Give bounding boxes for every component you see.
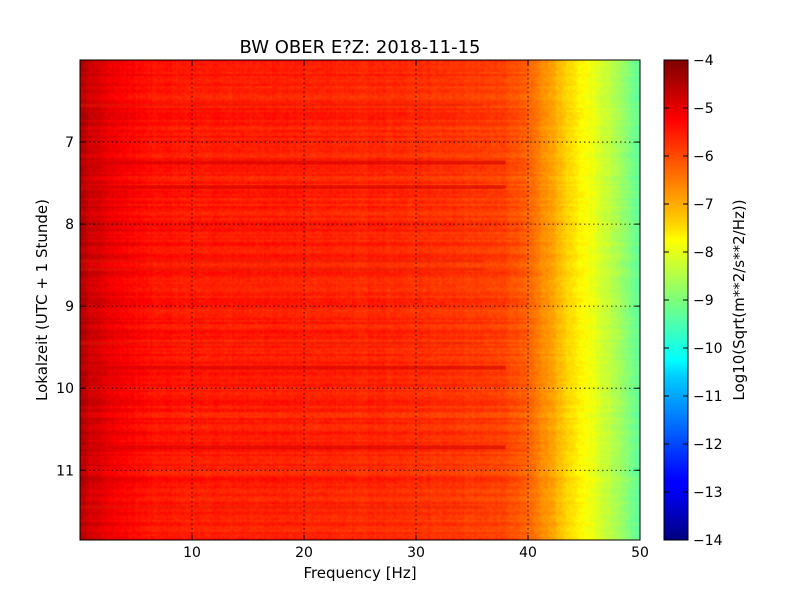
x-tick-label: 40 [519,545,537,561]
colorbar-tick-label: −10 [693,341,723,357]
x-tick-label: 30 [407,545,425,561]
colorbar-tick-label: −11 [693,389,723,405]
strong-noise-row [80,445,506,450]
x-tick-label: 20 [295,545,313,561]
weak-noise-row [80,505,484,509]
y-axis-label: Lokalzeit (UTC + 1 Stunde) [33,199,51,401]
colorbar-label: Log10(Sqrt(m**2/s**2/Hz)) [730,199,748,400]
colorbar-tick-label: −5 [693,101,714,117]
y-tick-label: 9 [65,299,74,315]
x-tick-label: 50 [631,545,649,561]
weak-noise-row [80,341,484,345]
colorbar-tick-label: −12 [693,437,723,453]
plot-frame [79,59,641,541]
y-tick-label: 8 [65,217,74,233]
spectrogram-heatmap [80,60,640,540]
grid-lines [80,60,640,540]
heatmap-area [80,60,640,540]
chart-title: BW OBER E?Z: 2018-11-15 [240,37,481,58]
weak-noise-row [80,103,484,107]
colorbar-tick-label: −13 [693,485,723,501]
y-tick-label: 10 [56,381,74,397]
spectrogram-rows [80,103,506,509]
colorbar-tick-label: −4 [693,53,714,69]
colorbar-tick-label: −6 [693,149,714,165]
y-tick-label: 11 [56,463,74,479]
colorbar-tick-label: −9 [693,293,714,309]
strong-noise-row [80,365,506,370]
strong-noise-row [80,185,506,190]
colorbar-tick-label: −14 [693,533,723,549]
x-axis: 10 20 30 40 50 [183,60,649,561]
colorbar-tick-label: −8 [693,245,714,261]
x-axis-label: Frequency [Hz] [303,564,416,582]
y-axis: 7 8 9 10 11 [56,135,640,479]
weak-noise-row [80,267,484,271]
y-tick-label: 7 [65,135,74,151]
x-tick-label: 10 [183,545,201,561]
colorbar-axis: −4 −5 −6 −7 −8 −9 −10 −11 −12 −13 −14 [664,53,723,549]
colorbar-tick-label: −7 [693,197,714,213]
weak-noise-row [80,259,484,263]
strong-noise-row [80,160,506,165]
